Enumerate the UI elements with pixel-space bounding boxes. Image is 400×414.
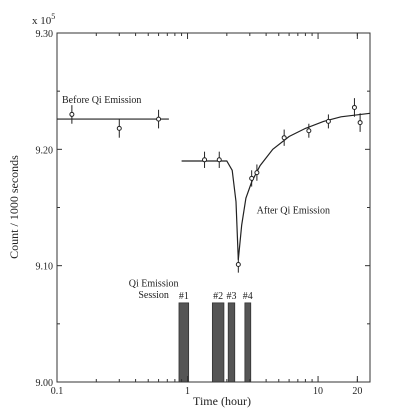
x-tick-label: 20 <box>352 386 362 397</box>
session-bar <box>178 302 190 383</box>
data-point <box>202 157 208 163</box>
data-point <box>357 120 363 126</box>
annotation: Before Qi Emission <box>62 95 141 106</box>
session-label: #1 <box>179 291 189 302</box>
data-point <box>235 262 241 268</box>
annotation: Session <box>138 290 169 301</box>
data-point <box>351 104 357 110</box>
y-tick-label: 9.30 <box>36 29 54 40</box>
y-tick-label: 9.20 <box>36 145 54 156</box>
data-point <box>306 128 312 134</box>
session-label: #2 <box>213 291 223 302</box>
data-point <box>216 157 222 163</box>
session-label: #3 <box>226 291 236 302</box>
y-tick-label: 9.00 <box>36 378 54 389</box>
data-point <box>254 170 260 176</box>
x-axis-label: Time (hour) <box>193 394 251 408</box>
session-bar <box>227 302 236 383</box>
lines-layer <box>57 112 371 260</box>
annotation: Qi Emission <box>129 279 179 290</box>
session-bar <box>244 302 252 383</box>
session-bar <box>211 302 225 383</box>
x-tick-label: 0.1 <box>51 386 64 397</box>
data-point <box>69 111 75 117</box>
labels-layer: 9.00 9.10 9.20 9.30 0.1 1 10 20 #1 #2 #3 #4 Before Q… <box>36 29 363 397</box>
data-point <box>281 135 287 141</box>
y-axis-label: Count / 1000 seconds <box>7 155 21 259</box>
sessions-layer <box>178 302 252 383</box>
data-point <box>325 118 331 124</box>
data-point <box>249 175 255 181</box>
session-label: #4 <box>243 291 253 302</box>
ticks-layer <box>56 32 370 383</box>
x-tick-label: 1 <box>185 386 190 397</box>
annotation: After Qi Emission <box>257 205 330 216</box>
points-layer <box>69 98 363 273</box>
data-point <box>116 125 122 131</box>
data-point <box>156 116 162 122</box>
x-tick-label: 10 <box>313 386 323 397</box>
multiplier-label: x 105 <box>32 12 55 27</box>
after-curve <box>181 112 371 260</box>
y-tick-label: 9.10 <box>36 262 54 273</box>
